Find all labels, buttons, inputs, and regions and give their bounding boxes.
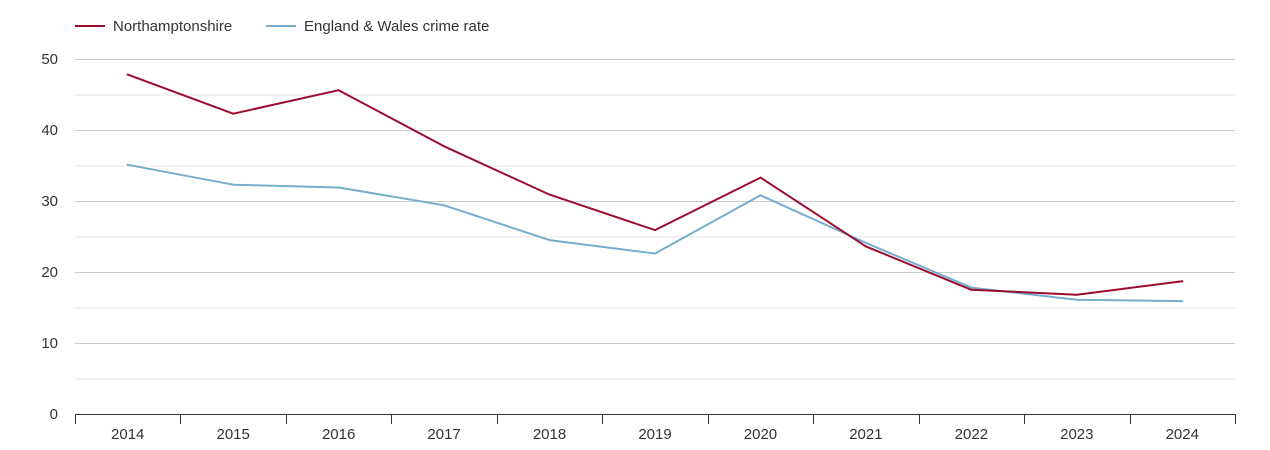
legend-label-england-wales: England & Wales crime rate [304,18,489,35]
data-point[interactable] [864,241,867,244]
data-point[interactable] [443,145,446,148]
x-tick-label: 2014 [111,426,144,443]
y-tick-label: 40 [41,122,58,139]
y-tick-label: 50 [41,51,58,68]
legend: Northamptonshire England & Wales crime r… [75,18,489,35]
x-tick-label: 2020 [744,426,777,443]
legend-item-northamptonshire[interactable]: Northamptonshire [75,18,232,35]
data-point[interactable] [1181,300,1184,303]
data-point[interactable] [126,73,129,76]
y-tick-label: 0 [50,406,58,423]
series-line-england-wales[interactable] [126,163,1184,303]
data-point[interactable] [1075,298,1078,301]
data-point[interactable] [548,193,551,196]
data-point[interactable] [864,245,867,248]
data-point[interactable] [759,194,762,197]
data-point[interactable] [1181,280,1184,283]
data-point[interactable] [232,183,235,186]
gridlines [75,59,1235,380]
x-tick-label: 2022 [955,426,988,443]
legend-label-northamptonshire: Northamptonshire [113,18,232,35]
x-axis: 2014 2015 2016 2017 2018 2019 2020 2021 2022 2023… [75,414,1236,443]
data-point[interactable] [443,204,446,207]
y-tick-label: 30 [41,193,58,210]
y-axis-ticks: 0 10 20 30 40 50 [41,51,58,423]
x-tick-label: 2024 [1166,426,1199,443]
data-point[interactable] [654,252,656,255]
legend-item-england-wales[interactable]: England & Wales crime rate [266,18,489,35]
x-tick-label: 2019 [638,426,671,443]
x-tick-label: 2016 [322,426,355,443]
x-tick-label: 2015 [216,426,249,443]
y-tick-label: 20 [41,264,58,281]
data-point[interactable] [337,186,340,189]
x-tick-label: 2018 [533,426,566,443]
x-tick-label: 2017 [427,426,460,443]
data-point[interactable] [548,239,551,242]
data-point[interactable] [970,286,973,289]
x-tick-label: 2023 [1060,426,1093,443]
data-point[interactable] [337,89,340,92]
series-lines [126,73,1184,303]
y-tick-label: 10 [41,335,58,352]
data-point[interactable] [126,163,129,166]
data-point[interactable] [970,288,973,291]
data-point[interactable] [759,176,762,179]
x-tick-label: 2021 [849,426,882,443]
series-line-northamptonshire[interactable] [126,73,1184,296]
data-point[interactable] [232,112,235,115]
data-point[interactable] [654,229,656,232]
data-point[interactable] [1075,293,1078,296]
